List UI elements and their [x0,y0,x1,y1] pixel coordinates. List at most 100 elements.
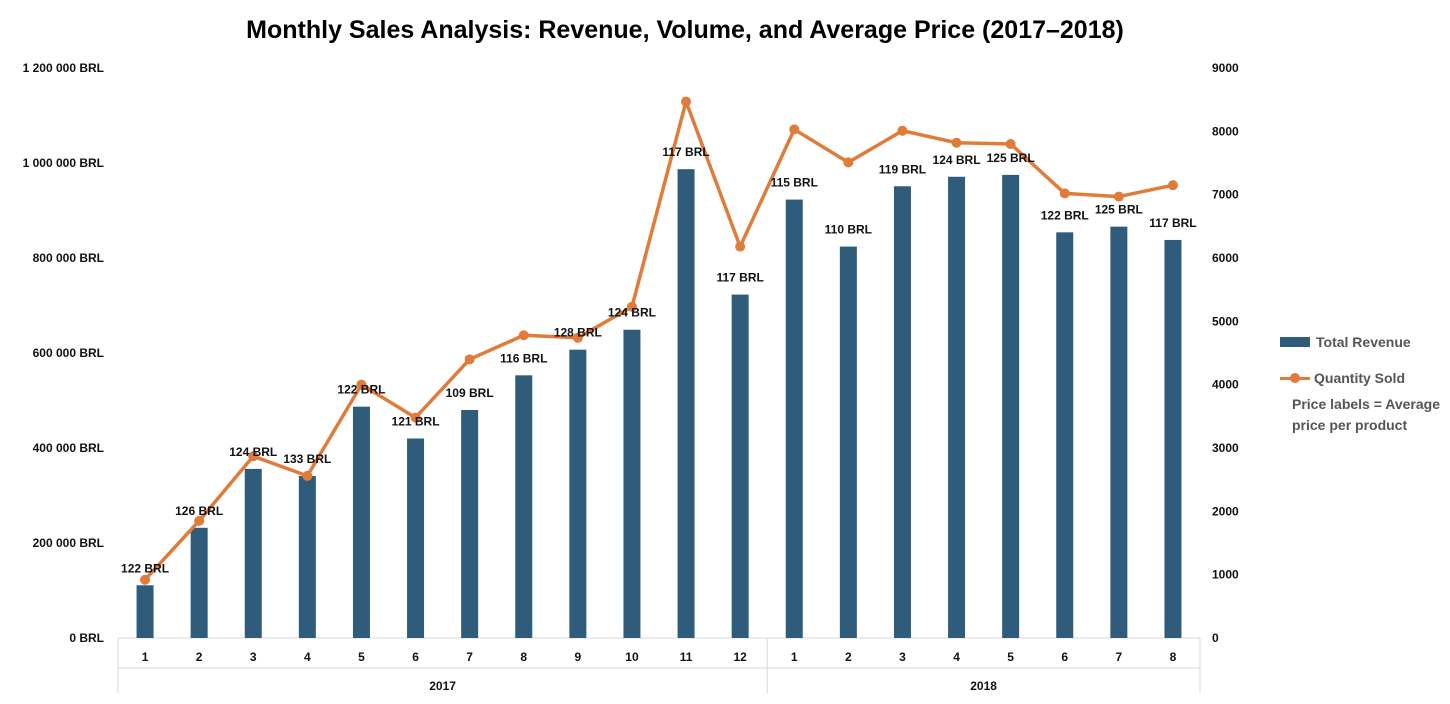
revenue-bar [244,468,262,638]
x-tick-label: 9 [575,650,582,664]
y-right-tick-label: 1000 [1212,568,1239,582]
y-right-tick-label: 8000 [1212,124,1239,138]
legend-label-quantity: Quantity Sold [1314,370,1405,386]
quantity-point [518,330,529,341]
quantity-point [356,379,367,390]
y-left-tick-label: 800 000 BRL [33,251,104,265]
y-left-tick-label: 400 000 BRL [33,441,104,455]
revenue-bar [136,585,154,638]
chart-title: Monthly Sales Analysis: Revenue, Volume,… [246,16,1124,44]
x-tick-label: 1 [791,650,798,664]
quantity-point [140,574,151,585]
x-tick-label: 3 [899,650,906,664]
quantity-point [1113,191,1124,202]
x-tick-label: 8 [520,650,527,664]
quantity-point [1005,139,1016,149]
revenue-bar [569,349,587,638]
legend-label-revenue: Total Revenue [1316,334,1411,350]
quantity-line-path [143,99,1174,581]
price-data-label: 117 BRL [662,145,709,159]
revenue-bar [1002,174,1020,638]
legend-line-swatch [1280,373,1310,383]
x-tick-label: 11 [680,650,693,664]
y-left-tick-label: 600 000 BRL [33,346,104,360]
y-right-tick-label: 5000 [1212,314,1239,328]
x-group-label: 2018 [970,679,997,693]
legend-item-revenue: Total Revenue [1280,330,1445,354]
quantity-point [572,332,583,343]
quantity-point [194,515,205,526]
quantity-point [302,470,313,481]
revenue-bar [461,410,479,638]
y-left-tick-label: 1 000 000 BRL [23,156,104,170]
price-data-label: 128 BRL [554,326,602,340]
quantity-point [626,301,637,312]
quantity-point [248,451,259,462]
y-left-tick-label: 200 000 BRL [33,536,104,550]
revenue-bar [352,406,370,638]
price-data-label: 122 BRL [337,383,385,397]
x-tick-label: 2 [196,650,203,664]
revenue-bar [190,527,208,638]
x-tick-label: 5 [1007,650,1014,664]
quantity-point [410,412,421,423]
price-data-label: 122 BRL [121,561,169,575]
quantity-point [735,241,746,252]
revenue-bar [623,329,641,638]
revenue-bar [298,476,316,638]
price-data-label: 121 BRL [392,415,440,429]
x-tick-label: 1 [142,650,149,664]
revenue-bar [948,176,966,638]
price-data-label: 122 BRL [1041,208,1089,222]
legend: Total Revenue Quantity Sold Price labels… [1280,330,1445,436]
quantity-point [951,137,962,148]
quantity-point [681,96,692,107]
revenue-bar [677,169,695,639]
x-tick-label: 6 [1061,650,1068,664]
y-left-tick-label: 1 200 000 BRL [23,61,104,75]
x-tick-label: 4 [304,650,311,664]
quantity-point [1059,188,1070,199]
revenue-bar [893,186,911,638]
revenue-bar [515,375,533,638]
quantity-line [140,96,1178,585]
revenue-bar [785,199,803,638]
price-data-label: 124 BRL [933,153,981,167]
quantity-point [1167,180,1178,191]
price-labels: 122 BRL 126 BRL 124 BRL 133 BRL 122 BRL 121 B… [121,145,1197,575]
y-left-tick-label: 0 BRL [69,631,104,645]
price-data-label: 117 BRL [1149,216,1196,230]
x-tick-label: 6 [412,650,419,664]
legend-item-quantity: Quantity Sold [1280,366,1445,390]
price-data-label: 126 BRL [175,504,223,518]
legend-note: Price labels = Average price per product [1292,396,1440,433]
y-right-tick-label: 3000 [1212,441,1239,455]
price-data-label: 125 BRL [987,151,1035,165]
price-data-label: 116 BRL [500,351,547,365]
revenue-bar [1164,239,1182,638]
x-tick-label: 4 [953,650,960,664]
revenue-bar [407,438,425,638]
quantity-point [843,157,854,168]
price-data-label: 109 BRL [446,386,494,400]
y-right-tick-label: 7000 [1212,188,1239,202]
y-right-tick-label: 4000 [1212,378,1239,392]
revenue-bar [731,294,749,638]
x-tick-label: 3 [250,650,257,664]
revenue-bar [839,246,857,638]
quantity-point [897,125,908,136]
quantity-point [789,124,800,135]
revenue-bars [136,169,1182,639]
y-right-tick-label: 0 [1212,631,1219,645]
price-data-label: 115 BRL [771,176,818,190]
revenue-bar [1056,232,1074,638]
legend-bar-swatch [1280,337,1310,347]
x-group-label: 2017 [429,679,456,693]
price-data-label: 124 BRL [229,445,277,459]
x-tick-label: 12 [733,650,747,664]
y-right-tick-label: 6000 [1212,251,1239,265]
price-data-label: 124 BRL [608,306,656,320]
price-data-label: 125 BRL [1095,203,1143,217]
